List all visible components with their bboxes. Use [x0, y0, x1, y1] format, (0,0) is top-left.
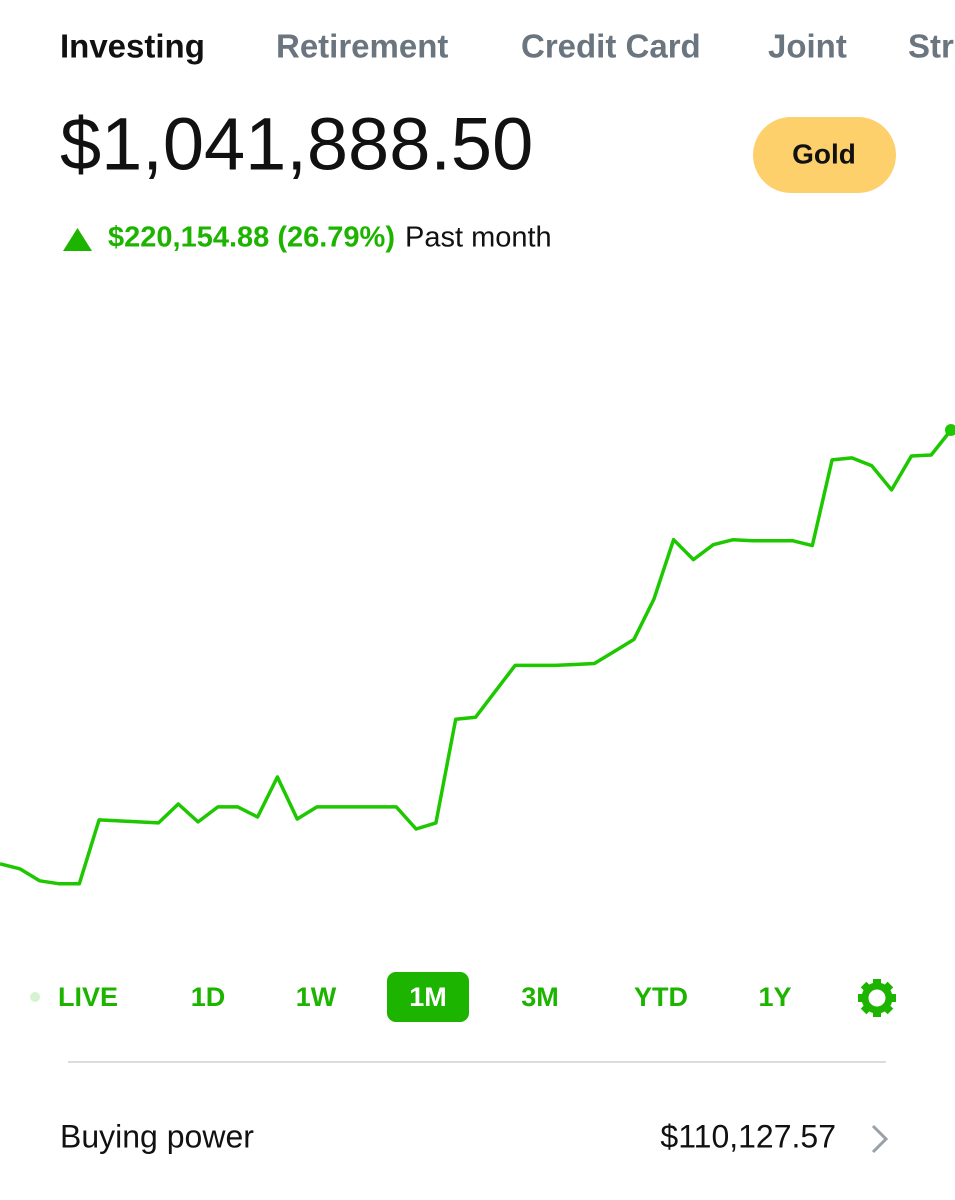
range-button[interactable]: 1Y — [758, 982, 791, 1012]
buying-power-label[interactable]: Buying power — [60, 1118, 254, 1154]
gold-button[interactable] — [753, 117, 896, 193]
up-arrow — [63, 228, 92, 251]
change-amount: $220,154.88 (26.79%) — [108, 222, 395, 254]
chevron[interactable] — [871, 1124, 889, 1154]
account-tab[interactable]: Str — [908, 28, 954, 65]
gold-label[interactable]: Gold — [792, 138, 856, 169]
range-button[interactable]: 3M — [521, 982, 559, 1012]
account-tab[interactable]: Joint — [768, 28, 847, 65]
range-button[interactable]: YTD — [634, 982, 688, 1012]
price-line — [0, 428, 953, 886]
range-button[interactable]: LIVE — [58, 982, 118, 1012]
balance: $1,041,888.50 — [60, 103, 533, 186]
account-tab[interactable]: Credit Card — [521, 28, 701, 65]
current-point — [945, 423, 955, 436]
range-button[interactable]: 1D — [191, 982, 226, 1012]
buying-power-value[interactable]: $110,127.57 — [660, 1118, 836, 1154]
account-tab[interactable]: Retirement — [276, 28, 448, 65]
account-tab[interactable]: Investing — [60, 28, 205, 65]
range-selected-bg[interactable] — [387, 972, 469, 1022]
live-dot — [30, 992, 40, 1002]
settings-icon[interactable] — [858, 979, 896, 1017]
range-button[interactable]: 1W — [296, 982, 337, 1012]
range-button[interactable]: 1M — [409, 982, 447, 1012]
change-period: Past month — [405, 222, 552, 254]
